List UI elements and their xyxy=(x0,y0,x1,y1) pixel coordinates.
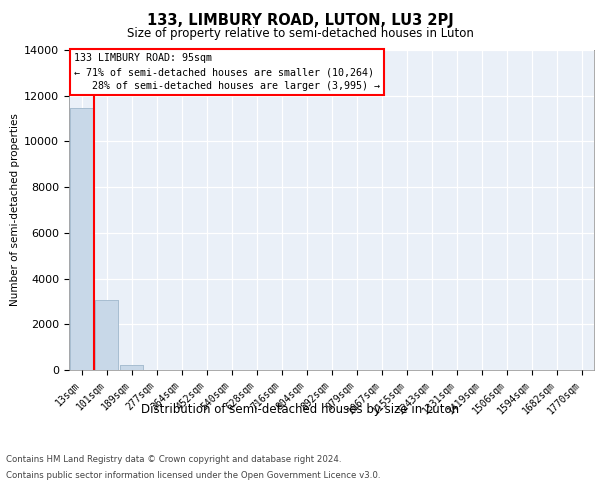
Text: Contains public sector information licensed under the Open Government Licence v3: Contains public sector information licen… xyxy=(6,470,380,480)
Text: Contains HM Land Registry data © Crown copyright and database right 2024.: Contains HM Land Registry data © Crown c… xyxy=(6,456,341,464)
Text: Size of property relative to semi-detached houses in Luton: Size of property relative to semi-detach… xyxy=(127,28,473,40)
Bar xyxy=(70,108,93,370)
Y-axis label: Number of semi-detached properties: Number of semi-detached properties xyxy=(10,114,20,306)
Text: Distribution of semi-detached houses by size in Luton: Distribution of semi-detached houses by … xyxy=(141,402,459,415)
Bar xyxy=(120,364,143,370)
Text: 133 LIMBURY ROAD: 95sqm
← 71% of semi-detached houses are smaller (10,264)
   28: 133 LIMBURY ROAD: 95sqm ← 71% of semi-de… xyxy=(74,53,380,91)
Text: 133, LIMBURY ROAD, LUTON, LU3 2PJ: 133, LIMBURY ROAD, LUTON, LU3 2PJ xyxy=(146,12,454,28)
Bar xyxy=(95,300,118,370)
Bar xyxy=(120,364,143,370)
Bar xyxy=(70,108,93,370)
Bar xyxy=(95,300,118,370)
